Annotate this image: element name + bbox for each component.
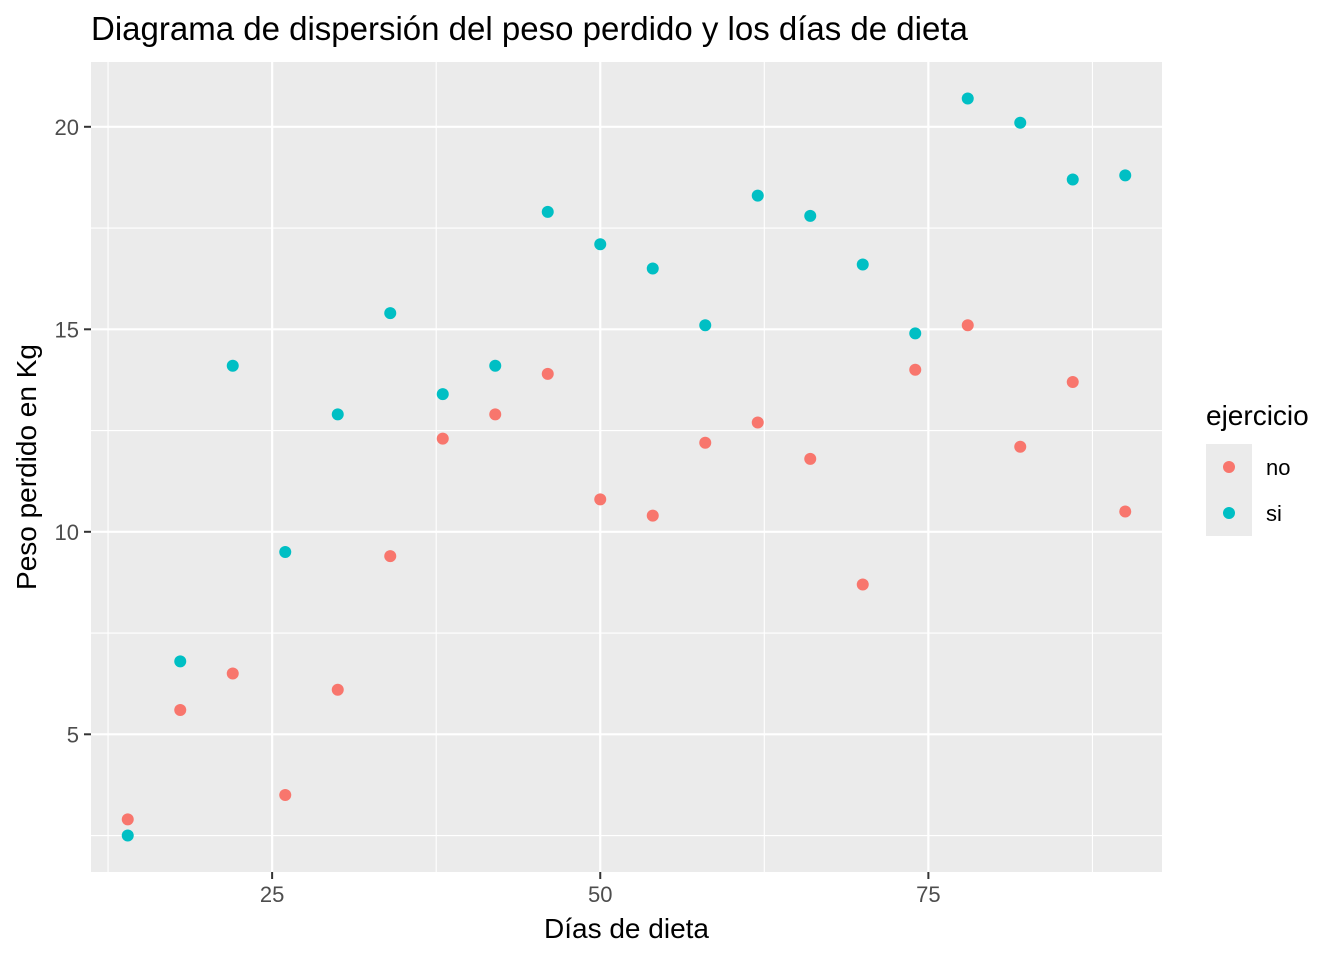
x-tick-label: 25 — [260, 882, 284, 907]
major-gridlines — [91, 62, 1162, 872]
point-si — [226, 359, 239, 372]
x-tick-label: 50 — [588, 882, 612, 907]
point-no — [279, 789, 292, 802]
data-points — [121, 92, 1132, 842]
x-axis-title: Días de dieta — [544, 913, 709, 944]
point-no — [699, 436, 712, 449]
y-tick-label: 10 — [55, 520, 79, 545]
legend-entries: no si — [1206, 444, 1290, 536]
chart-title: Diagrama de dispersión del peso perdido … — [91, 10, 969, 47]
point-si — [961, 92, 974, 105]
point-si — [174, 655, 187, 668]
point-si — [279, 546, 292, 559]
point-no — [909, 363, 922, 376]
point-no — [226, 667, 239, 680]
point-no — [594, 493, 607, 506]
point-si — [646, 262, 659, 275]
minor-gridlines — [91, 62, 1162, 872]
y-tick-label: 15 — [55, 317, 79, 342]
y-tick-label: 20 — [55, 115, 79, 140]
y-axis-title: Peso perdido en Kg — [11, 344, 42, 590]
point-no — [331, 683, 344, 696]
point-si — [856, 258, 869, 271]
y-tick-label: 5 — [67, 722, 79, 747]
point-si — [384, 307, 397, 320]
point-no — [436, 432, 449, 445]
point-si — [1119, 169, 1132, 182]
point-no — [121, 813, 134, 826]
legend-swatch-si — [1223, 507, 1235, 519]
point-si — [489, 359, 502, 372]
point-no — [1066, 375, 1079, 388]
point-no — [489, 408, 502, 421]
legend-label-no: no — [1266, 455, 1290, 480]
point-no — [174, 704, 187, 716]
point-no — [1119, 505, 1132, 518]
x-axis: 25 50 75 — [260, 872, 941, 907]
point-si — [121, 829, 134, 842]
plot-panel — [91, 62, 1162, 872]
y-axis: 5 10 15 20 — [55, 115, 91, 747]
point-no — [384, 550, 397, 563]
point-si — [331, 408, 344, 421]
point-si — [1014, 116, 1027, 129]
point-si — [804, 209, 817, 222]
point-si — [594, 238, 607, 251]
x-tick-label: 75 — [916, 882, 940, 907]
point-si — [699, 319, 712, 332]
point-no — [804, 452, 817, 465]
point-si — [436, 388, 449, 401]
point-no — [856, 578, 869, 591]
legend-swatch-no — [1223, 461, 1235, 473]
legend-label-si: si — [1266, 501, 1282, 526]
point-si — [909, 327, 922, 340]
point-si — [541, 205, 554, 218]
point-no — [646, 509, 659, 522]
point-si — [1066, 173, 1079, 186]
point-si — [751, 189, 764, 202]
point-no — [1014, 440, 1027, 453]
legend-title: ejercicio — [1206, 400, 1309, 431]
point-no — [751, 416, 764, 429]
point-no — [961, 319, 974, 332]
point-no — [541, 367, 554, 380]
legend: ejercicio no si — [1206, 400, 1309, 536]
